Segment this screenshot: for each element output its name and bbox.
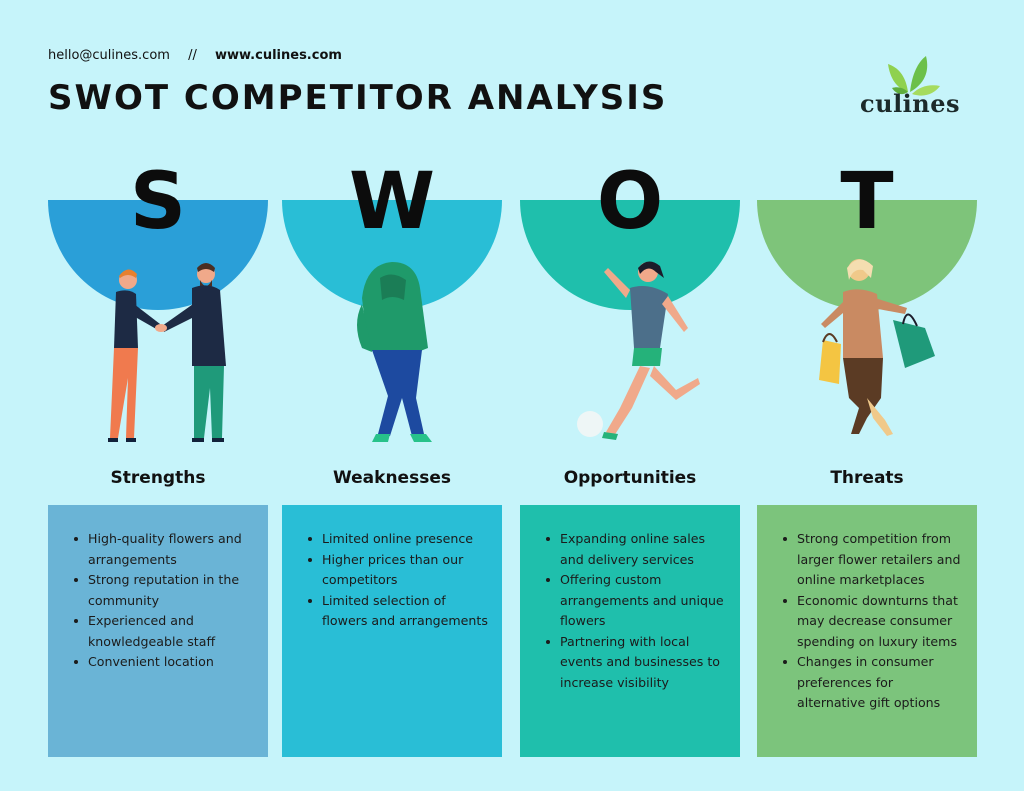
strengths-list: High-quality flowers and arrangements St… — [74, 529, 254, 673]
soccer-player-illustration — [577, 261, 700, 440]
letter-w: W — [348, 157, 436, 247]
threats-box: Strong competition from larger flower re… — [757, 505, 977, 757]
heading-opportunities: Opportunities — [563, 468, 697, 488]
list-item: Experienced and knowledgeable staff — [74, 611, 254, 652]
list-item: Convenient location — [74, 652, 254, 673]
list-item: Strong competition from larger flower re… — [783, 529, 963, 591]
strengths-box: High-quality flowers and arrangements St… — [48, 505, 268, 757]
opportunities-box: Expanding online sales and delivery serv… — [520, 505, 740, 757]
weaknesses-list: Limited online presence Higher prices th… — [308, 529, 488, 632]
heading-strengths: Strengths — [110, 468, 206, 488]
list-item: Economic downturns that may decrease con… — [783, 591, 963, 653]
list-item: Limited selection of flowers and arrange… — [308, 591, 488, 632]
threats-list: Strong competition from larger flower re… — [783, 529, 963, 714]
letter-t: T — [840, 157, 894, 247]
culines-logo: culines — [860, 52, 970, 118]
letter-s: S — [129, 157, 187, 247]
list-item: Expanding online sales and delivery serv… — [546, 529, 726, 570]
opportunities-bowl — [520, 200, 740, 310]
list-item: Higher prices than our competitors — [308, 550, 488, 591]
weaknesses-box: Limited online presence Higher prices th… — [282, 505, 502, 757]
list-item: Offering custom arrangements and unique … — [546, 570, 726, 632]
email-text: hello@culines.com — [48, 48, 170, 63]
contact-line: hello@culines.com // www.culines.com — [48, 48, 342, 63]
strengths-bowl — [48, 200, 268, 310]
website-text: www.culines.com — [214, 48, 342, 63]
opportunities-list: Expanding online sales and delivery serv… — [546, 529, 726, 693]
list-item: Strong reputation in the community — [74, 570, 254, 611]
heading-threats: Threats — [830, 468, 904, 488]
page-title: SWOT COMPETITOR ANALYSIS — [48, 78, 668, 118]
letter-o: O — [596, 157, 664, 247]
handshake-illustration — [108, 263, 226, 442]
leaf-icon — [888, 56, 940, 96]
heading-weaknesses: Weaknesses — [333, 468, 451, 488]
contact-separator: // — [188, 48, 197, 63]
list-item: Partnering with local events and busines… — [546, 632, 726, 694]
hooded-person-illustration — [357, 262, 432, 442]
logo-text: culines — [860, 89, 961, 118]
list-item: Changes in consumer preferences for alte… — [783, 652, 963, 714]
shopping-woman-illustration — [819, 259, 935, 436]
list-item: High-quality flowers and arrangements — [74, 529, 254, 570]
list-item: Limited online presence — [308, 529, 488, 550]
